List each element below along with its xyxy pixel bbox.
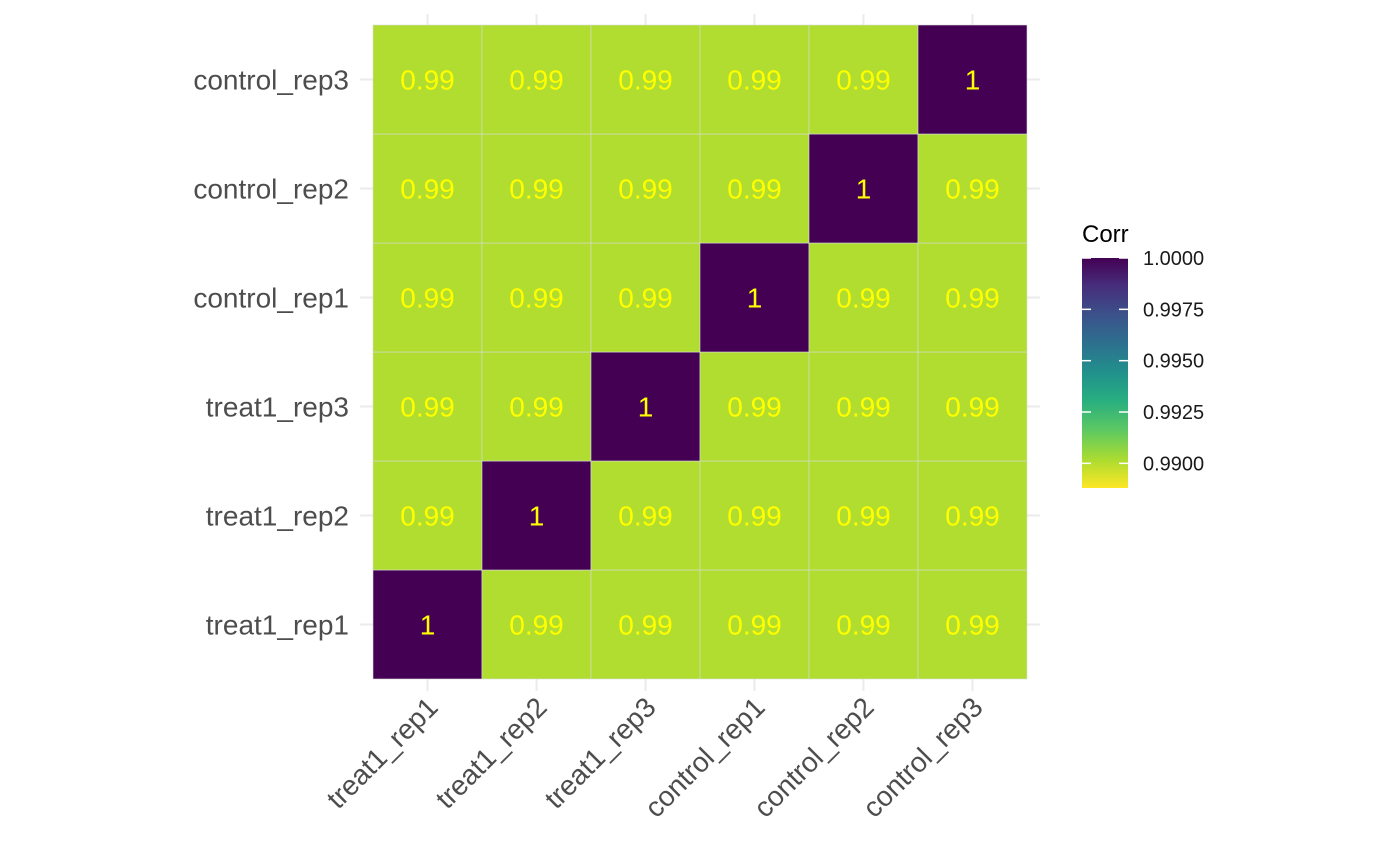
x-tick-label: treat1_rep1 — [321, 691, 444, 814]
cell-value-label: 0.99 — [400, 501, 455, 532]
heatmap-cell — [808, 133, 919, 244]
y-tick-label: treat1_rep1 — [206, 610, 349, 641]
cell-value-label: 0.99 — [945, 610, 1000, 641]
y-tick-label: control_rep3 — [193, 65, 349, 96]
cell-value-label: 0.99 — [509, 610, 564, 641]
cell-value-label: 0.99 — [836, 283, 891, 314]
cell-value-label: 0.99 — [509, 174, 564, 205]
legend-colorbar — [1082, 258, 1128, 488]
heatmap-cell — [481, 351, 592, 462]
heatmap-cell — [808, 242, 919, 353]
heatmap-cell — [481, 133, 592, 244]
cell-value-label: 0.99 — [400, 174, 455, 205]
heatmap-cell — [699, 351, 810, 462]
cell-value-label: 1 — [638, 392, 654, 423]
cell-value-label: 0.99 — [836, 501, 891, 532]
cell-value-label: 0.99 — [836, 65, 891, 96]
heatmap-cell — [481, 569, 592, 680]
heatmap-cell — [590, 24, 701, 135]
cell-value-label: 0.99 — [400, 392, 455, 423]
heatmap-cell — [590, 242, 701, 353]
heatmap-cell — [372, 569, 483, 680]
cell-value-label: 0.99 — [509, 283, 564, 314]
heatmap-cell — [372, 24, 483, 135]
y-tick-label: control_rep2 — [193, 174, 349, 205]
x-tick-label: treat1_rep2 — [430, 691, 553, 814]
heatmap-cell — [481, 460, 592, 571]
cell-value-label: 0.99 — [945, 392, 1000, 423]
heatmap-cell — [372, 351, 483, 462]
legend: Corr 1.0000 0.9975 0.9950 0.9925 0.9900 — [1082, 221, 1204, 488]
heatmap-cell — [917, 569, 1028, 680]
cell-value-label: 0.99 — [945, 501, 1000, 532]
heatmap-cells — [372, 24, 1028, 680]
cell-value-label: 0.99 — [618, 501, 673, 532]
cell-value-label: 0.99 — [509, 392, 564, 423]
legend-tick-label: 0.9925 — [1143, 402, 1204, 424]
cell-value-label: 0.99 — [727, 174, 782, 205]
y-tick-label: treat1_rep2 — [206, 501, 349, 532]
heatmap-cell — [808, 569, 919, 680]
cell-value-label: 0.99 — [836, 392, 891, 423]
cell-value-label: 0.99 — [400, 283, 455, 314]
legend-tick-label: 1.0000 — [1143, 248, 1204, 270]
cell-value-label: 1 — [965, 65, 981, 96]
legend-tick-label: 0.9950 — [1143, 351, 1204, 373]
cell-value-label: 0.99 — [400, 65, 455, 96]
heatmap-cell — [699, 460, 810, 571]
cell-value-label: 0.99 — [727, 501, 782, 532]
heatmap-cell — [372, 460, 483, 571]
heatmap-cell — [481, 242, 592, 353]
heatmap-cell — [590, 351, 701, 462]
heatmap-cell — [808, 24, 919, 135]
cell-value-label: 1 — [420, 610, 436, 641]
cell-value-label: 0.99 — [727, 610, 782, 641]
heatmap-cell — [372, 242, 483, 353]
cell-value-label: 0.99 — [945, 283, 1000, 314]
heatmap-cell — [917, 242, 1028, 353]
legend-tick-label: 0.9975 — [1143, 299, 1204, 321]
cell-value-label: 1 — [747, 283, 763, 314]
cell-value-label: 0.99 — [509, 65, 564, 96]
cell-value-label: 0.99 — [618, 283, 673, 314]
heatmap-cell — [917, 133, 1028, 244]
heatmap-cell — [590, 133, 701, 244]
legend-title: Corr — [1082, 221, 1129, 248]
y-tick-label: treat1_rep3 — [206, 392, 349, 423]
cell-labels: 1 0.99 0.99 0.99 0.99 0.99 0.99 1 0.99 0.99 0.99 0.… — [400, 65, 1000, 641]
heatmap-cell — [808, 351, 919, 462]
cell-value-label: 0.99 — [727, 65, 782, 96]
heatmap-cell — [917, 351, 1028, 462]
heatmap-cell — [808, 460, 919, 571]
cell-value-label: 0.99 — [727, 392, 782, 423]
heatmap-cell — [481, 24, 592, 135]
cell-value-label: 0.99 — [836, 610, 891, 641]
y-tick-label: control_rep1 — [193, 283, 349, 314]
legend-tick-label: 0.9900 — [1143, 453, 1204, 475]
cell-value-label: 0.99 — [618, 610, 673, 641]
cell-value-label: 0.99 — [945, 174, 1000, 205]
cell-value-label: 1 — [856, 174, 872, 205]
cell-value-label: 0.99 — [618, 65, 673, 96]
y-axis: treat1_rep1 treat1_rep2 treat1_rep3 control… — [193, 65, 349, 641]
heatmap-cell — [917, 460, 1028, 571]
cell-value-label: 1 — [529, 501, 545, 532]
heatmap-cell — [699, 242, 810, 353]
cell-value-label: 0.99 — [618, 174, 673, 205]
heatmap-cell — [917, 24, 1028, 135]
x-axis: treat1_rep1treat1_rep2treat1_rep3control… — [321, 691, 989, 823]
